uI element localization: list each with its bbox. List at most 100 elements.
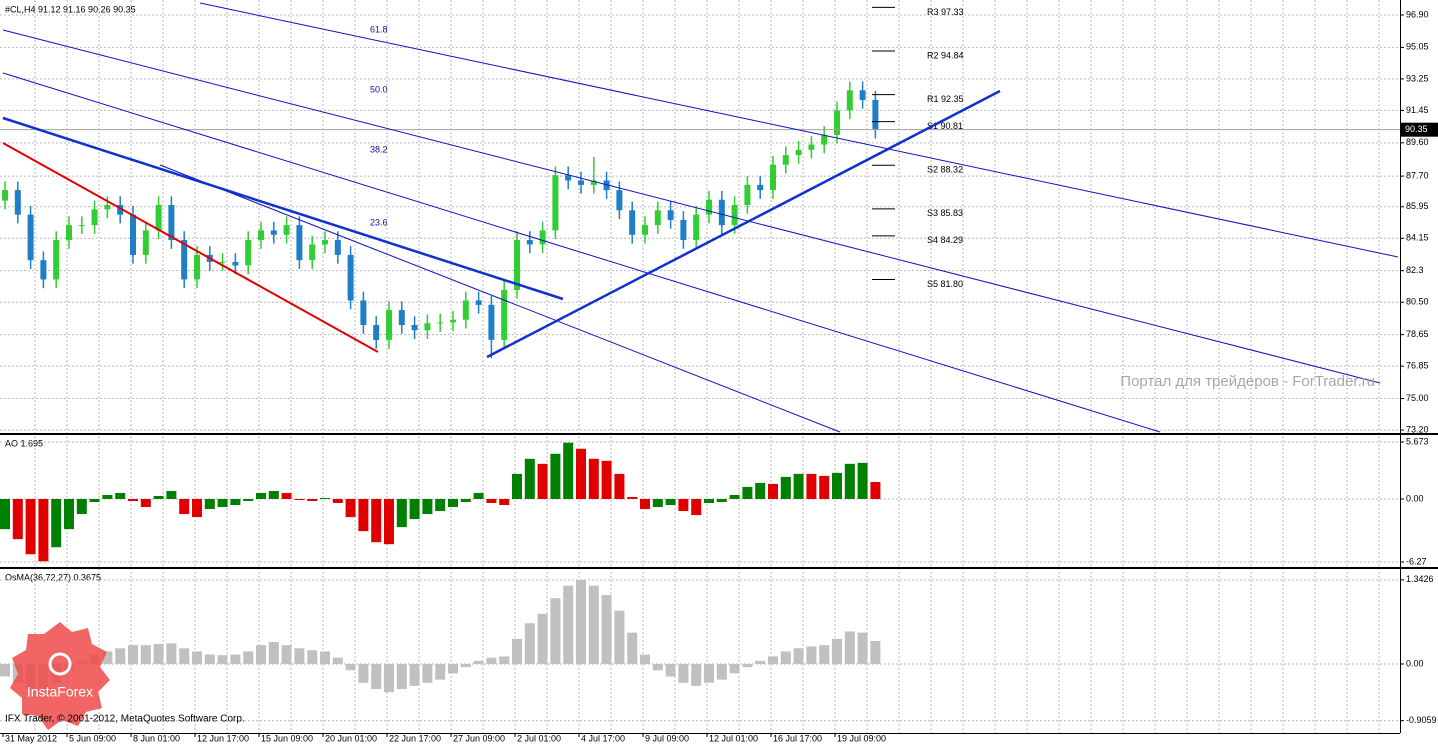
- histogram-bar: [832, 472, 842, 499]
- candle-body: [846, 90, 853, 111]
- candle-body: [872, 99, 879, 130]
- histogram-bar: [512, 473, 522, 499]
- y-tick-label: 89.60: [1406, 137, 1429, 147]
- candle-body: [309, 244, 316, 261]
- y-tick-label: 80.50: [1406, 297, 1429, 307]
- candle-body: [258, 230, 264, 241]
- candle-body: [654, 210, 661, 226]
- candle-body: [744, 184, 751, 206]
- y-tick-label: 93.25: [1406, 73, 1429, 83]
- pivot-label: R2 94.84: [927, 50, 964, 60]
- histogram-bar: [768, 656, 778, 664]
- candle-body: [181, 240, 188, 280]
- candle-body: [411, 324, 418, 331]
- candle-body: [91, 209, 98, 226]
- histogram-bar: [166, 643, 177, 664]
- histogram-bar: [588, 585, 599, 664]
- candle-body: [360, 300, 367, 325]
- x-tick-label: 19 Jul 09:00: [837, 733, 886, 743]
- y-tick-label: 5.673: [1406, 436, 1429, 446]
- candle-body: [2, 190, 8, 201]
- histogram-bar: [268, 490, 279, 499]
- candle-body: [117, 205, 124, 215]
- histogram-bar: [601, 460, 612, 499]
- candle-body: [693, 214, 700, 241]
- candle-body: [462, 300, 469, 320]
- histogram-bar: [588, 458, 599, 499]
- histogram-bar: [153, 495, 164, 499]
- candle-body: [757, 184, 764, 191]
- channel-line: [159, 164, 841, 433]
- histogram-bar: [294, 648, 305, 664]
- histogram-bar: [307, 650, 318, 664]
- candle-body: [718, 199, 725, 226]
- histogram-bar: [102, 651, 113, 664]
- candle-body: [642, 225, 648, 235]
- histogram-bar: [422, 498, 433, 515]
- candle-body: [526, 240, 533, 245]
- candle-body: [386, 310, 392, 340]
- histogram-bar: [51, 498, 62, 548]
- histogram-bar: [371, 663, 382, 690]
- y-tick-label: 78.65: [1406, 329, 1429, 339]
- y-tick-label: 0.00: [1406, 493, 1424, 503]
- y-tick-label: 96.90: [1406, 9, 1429, 19]
- histogram-bar: [704, 663, 714, 683]
- histogram-bar: [627, 496, 638, 499]
- histogram-bar: [652, 498, 663, 508]
- histogram-bar: [550, 598, 561, 664]
- candle-body: [590, 180, 597, 185]
- histogram-bar: [307, 498, 318, 501]
- histogram-bar: [780, 476, 791, 499]
- candle-body: [821, 134, 828, 145]
- histogram-bar: [192, 651, 202, 664]
- logo: [10, 622, 110, 730]
- fib-label: 23.6: [370, 217, 388, 227]
- pane-title: AO 1.695: [5, 438, 43, 448]
- y-tick-label: -6.27: [1406, 556, 1427, 566]
- candle-body: [296, 225, 303, 261]
- histogram-bar: [563, 442, 574, 499]
- last-price-label: 90.35: [1405, 124, 1428, 134]
- histogram-bar: [691, 498, 702, 516]
- down-trendline: [2, 116, 564, 301]
- histogram-bar: [396, 663, 407, 690]
- candle-body: [373, 324, 380, 340]
- candle-body: [629, 210, 636, 235]
- up-trendline: [486, 89, 1001, 359]
- copyright: IFX Trader, © 2001-2012, MetaQuotes Soft…: [5, 714, 245, 725]
- histogram-bar: [89, 498, 100, 503]
- histogram-bar: [870, 640, 881, 664]
- candle-body: [437, 322, 444, 324]
- x-tick-label: 12 Jul 01:00: [709, 733, 758, 743]
- candle-body: [14, 190, 21, 215]
- candle-body: [616, 190, 623, 211]
- candle-body: [539, 230, 546, 245]
- histogram-bar: [25, 498, 36, 555]
- histogram-bar: [844, 631, 855, 664]
- histogram-bar: [409, 498, 420, 520]
- y-tick-label: 1.3426: [1406, 574, 1434, 584]
- candle-body: [219, 261, 226, 263]
- channel-line: [2, 29, 1381, 384]
- histogram-bar: [563, 585, 574, 664]
- histogram-bar: [460, 498, 471, 503]
- pane-title: OsMA(36,72,27) 0.3675: [5, 572, 101, 582]
- histogram-bar: [512, 638, 522, 664]
- histogram-bar: [0, 663, 10, 677]
- candle-body: [667, 210, 674, 220]
- histogram-bar: [691, 663, 702, 686]
- candle-body: [66, 225, 72, 241]
- candle-body: [283, 225, 290, 235]
- y-tick-label: 75.00: [1406, 393, 1429, 403]
- candle-body: [731, 205, 738, 226]
- candle-body: [859, 90, 866, 100]
- histogram-bar: [768, 483, 778, 499]
- histogram-bar: [358, 663, 369, 683]
- candle-body: [194, 254, 200, 280]
- histogram-bar: [499, 656, 510, 664]
- histogram-bar: [384, 498, 394, 545]
- histogram-bar: [435, 498, 446, 512]
- histogram-bar: [537, 463, 548, 499]
- histogram-bar: [128, 645, 138, 664]
